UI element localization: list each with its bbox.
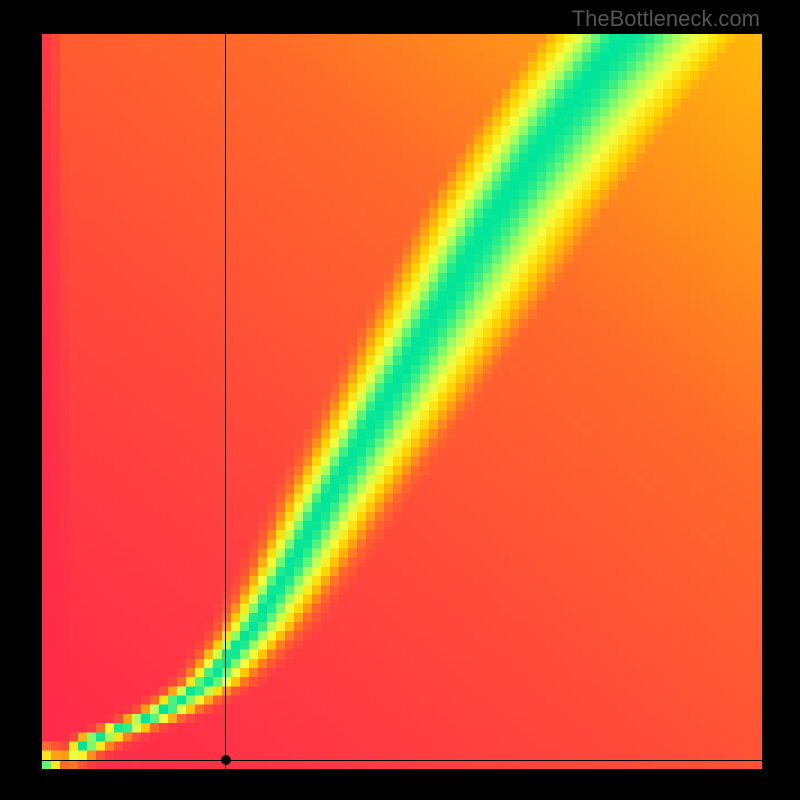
heatmap-plot	[42, 34, 762, 769]
heatmap-canvas	[42, 34, 762, 769]
crosshair-vertical	[225, 34, 226, 769]
crosshair-horizontal	[42, 760, 762, 761]
crosshair-marker	[221, 755, 231, 765]
chart-frame: TheBottleneck.com	[0, 0, 800, 800]
attribution-label: TheBottleneck.com	[572, 6, 760, 32]
